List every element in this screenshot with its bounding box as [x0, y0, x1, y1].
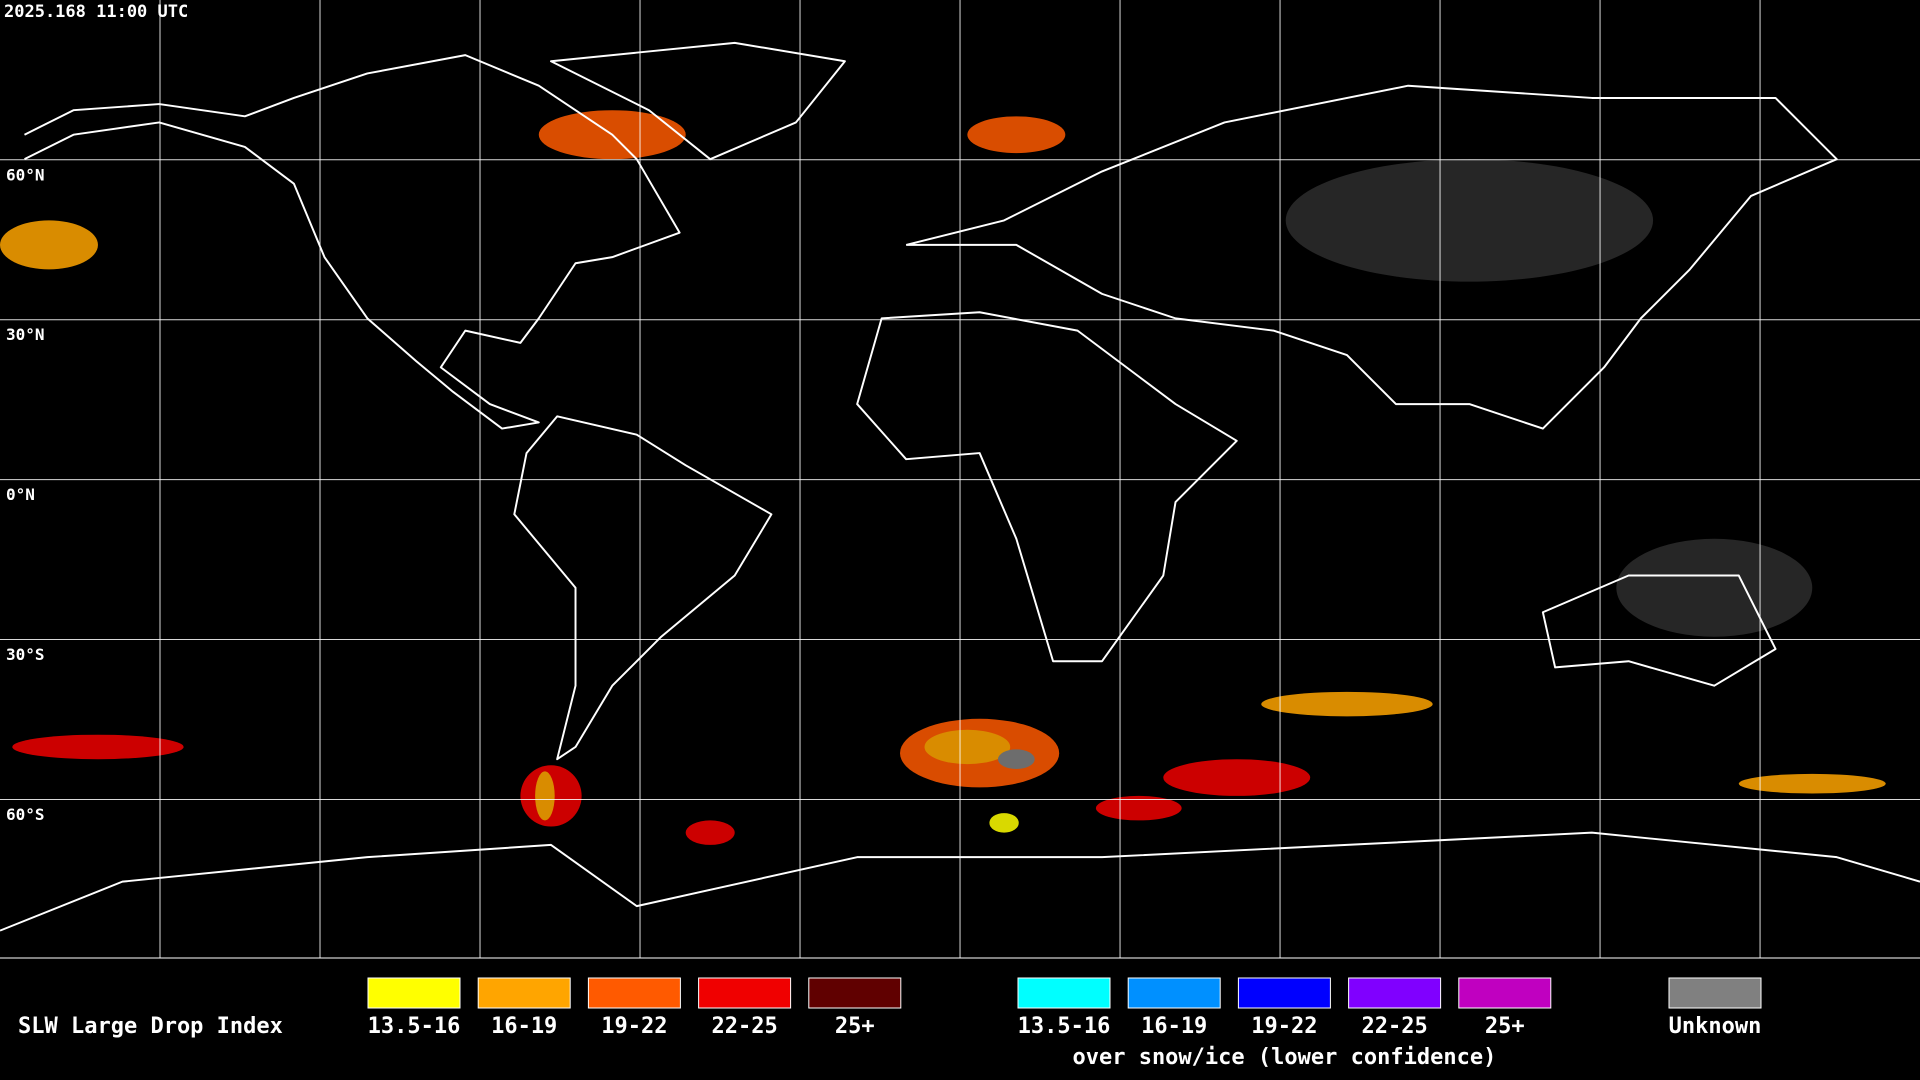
map [0, 0, 1920, 958]
latitude-label: 30°S [6, 645, 45, 664]
latitude-label: 30°N [6, 325, 45, 344]
legend-swatch [1017, 977, 1111, 1009]
legend: SLW Large Drop Index 13.5-16 16-19 19-22 22-… [18, 977, 1762, 1070]
legend-swatch [698, 977, 792, 1009]
legend-label: Unknown [1669, 1014, 1762, 1039]
timestamp: 2025.168 11:00 UTC [4, 2, 188, 22]
legend-label: 19-22 [1251, 1014, 1317, 1039]
legend-swatch [587, 977, 681, 1009]
latitude-label: 60°N [6, 165, 45, 184]
legend-label: 22-25 [711, 1014, 777, 1039]
legend-label: 25+ [835, 1014, 875, 1039]
legend-label: 16-19 [491, 1014, 557, 1039]
legend-swatch [1127, 977, 1221, 1009]
legend-swatch [367, 977, 461, 1009]
legend-label: 16-19 [1141, 1014, 1207, 1039]
legend-label: 19-22 [601, 1014, 667, 1039]
cloud-patches [0, 110, 1886, 845]
legend-swatch [1668, 977, 1762, 1009]
coastlines [0, 41, 1920, 932]
legend-label: 25+ [1485, 1014, 1525, 1039]
legend-note: over snow/ice (lower confidence) [1072, 1045, 1496, 1070]
legend-swatch [477, 977, 571, 1009]
legend-label: 13.5-16 [368, 1014, 461, 1039]
graticule [0, 0, 1920, 958]
legend-swatch [808, 977, 902, 1009]
legend-label: 13.5-16 [1018, 1014, 1111, 1039]
legend-swatch [1348, 977, 1442, 1009]
legend-label: 22-25 [1361, 1014, 1427, 1039]
latitude-label: 0°N [6, 485, 35, 504]
legend-swatch [1237, 977, 1331, 1009]
legend-title: SLW Large Drop Index [18, 1014, 283, 1039]
legend-swatch [1458, 977, 1552, 1009]
latitude-label: 60°S [6, 805, 45, 824]
